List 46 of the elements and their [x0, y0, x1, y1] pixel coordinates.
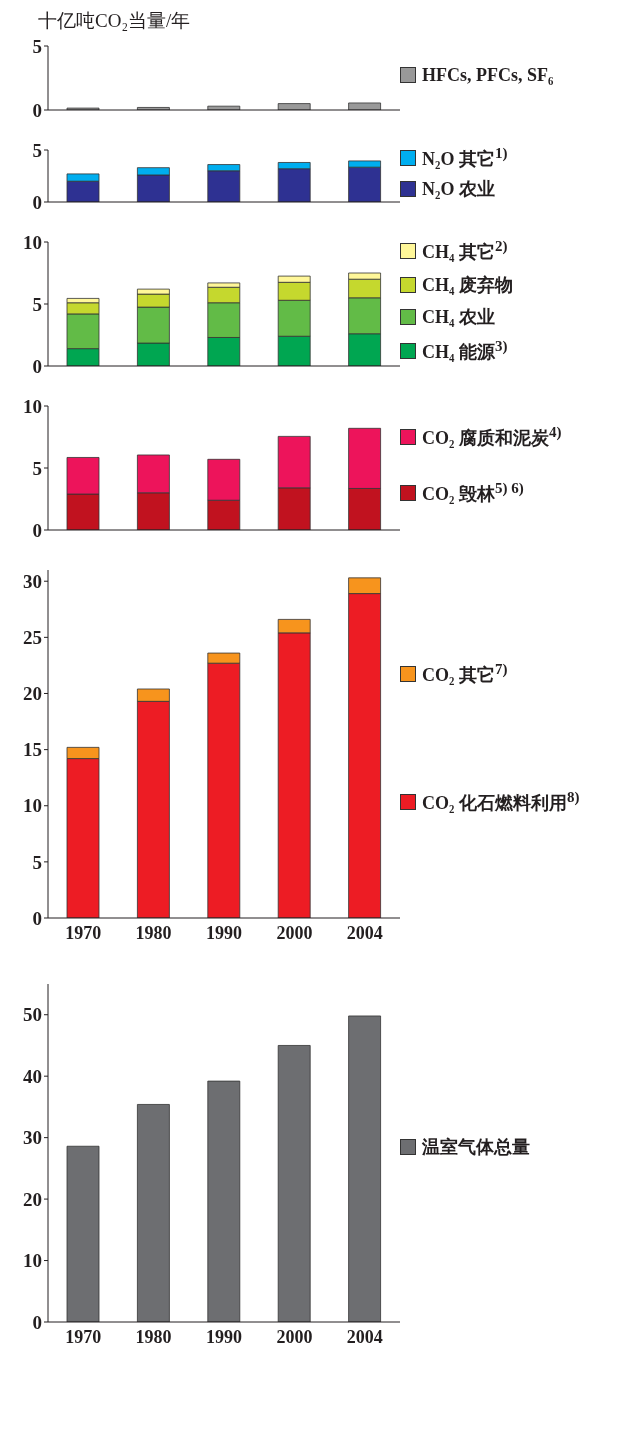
x-tick-label: 1980 — [135, 1326, 172, 1347]
legend-label: CH₄ 其它$^{2)}$ — [422, 238, 508, 265]
legend-label: CO₂ 腐质和泥炭$^{4)}$ — [422, 424, 562, 450]
y-tick-label: 10 — [23, 1250, 42, 1272]
x-tick-label: 1990 — [206, 922, 242, 943]
y-tick-label: 20 — [23, 1188, 42, 1210]
legend-label: CH₄ 废弃物 — [422, 273, 513, 297]
y-tick-label: 0 — [32, 907, 42, 929]
x-tick-label: 2004 — [346, 922, 383, 943]
legend-label: N₂O 农业 — [422, 178, 495, 202]
y-tick-label: 15 — [23, 739, 42, 761]
y-tick-label: 0 — [32, 99, 42, 121]
legend-label: CO₂ 其它$^{7)}$ — [422, 660, 508, 687]
x-tick-label: 2000 — [276, 1326, 313, 1347]
y-tick-label: 0 — [32, 519, 42, 541]
y-tick-label: 20 — [23, 683, 42, 705]
legend-label: HFCs, PFCs, SF₆ — [422, 64, 554, 86]
y-tick-label: 30 — [23, 1127, 42, 1149]
y-tick-label: 0 — [32, 191, 42, 213]
legend-label: CH₄ 农业 — [422, 306, 495, 330]
y-tick-label: 5 — [32, 139, 42, 161]
y-tick-label: 40 — [23, 1065, 42, 1087]
y-tick-label: 5 — [32, 851, 42, 873]
x-tick-label: 1970 — [65, 922, 102, 943]
y-tick-label: 25 — [23, 627, 42, 649]
legend-label: CO₂ 毁林$^{5) 6)}$ — [422, 480, 524, 506]
x-tick-label: 2004 — [346, 1326, 383, 1347]
y-tick-label: 30 — [23, 570, 42, 592]
x-tick-label: 1980 — [135, 922, 172, 943]
y-tick-label: 10 — [23, 395, 42, 417]
y-tick-label: 0 — [32, 355, 42, 377]
y-axis-title: 十亿吨CO₂当量/年 — [38, 9, 192, 33]
x-tick-label: 1970 — [65, 1326, 102, 1347]
y-tick-label: 10 — [23, 231, 42, 253]
legend-label: N₂O 其它$^{1)}$ — [422, 144, 508, 171]
legend-label: CH₄ 能源$^{3)}$ — [422, 337, 508, 364]
y-tick-label: 0 — [32, 1311, 42, 1333]
x-tick-label: 1990 — [206, 1326, 242, 1347]
legend-label: 温室气体总量 — [422, 1136, 530, 1159]
y-tick-label: 5 — [32, 35, 42, 57]
x-tick-label: 2000 — [276, 922, 313, 943]
y-tick-label: 5 — [32, 457, 42, 479]
y-tick-label: 5 — [32, 293, 42, 315]
y-tick-label: 50 — [23, 1004, 42, 1026]
legend-label: CO₂ 化石燃料利用$^{8)}$ — [422, 789, 580, 816]
y-tick-label: 10 — [23, 795, 42, 817]
